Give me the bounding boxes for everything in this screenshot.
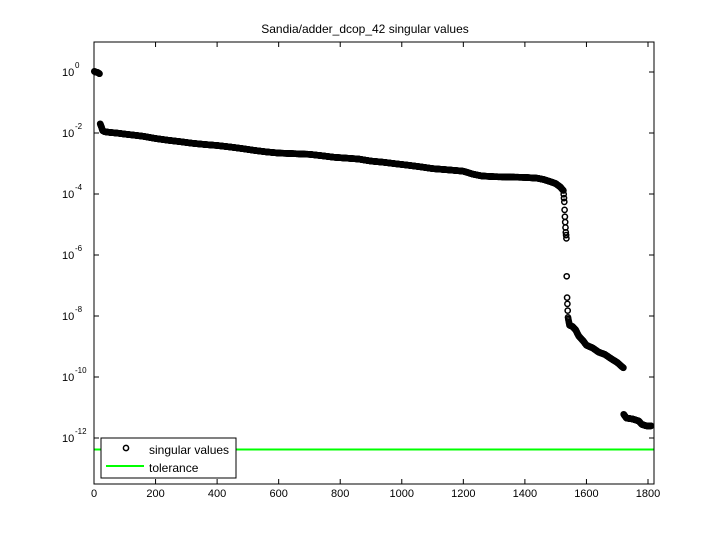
y-tick-label: 10 — [62, 250, 74, 262]
legend-box — [100, 437, 237, 479]
y-tick-label: 10 — [62, 67, 74, 79]
data-point — [560, 194, 568, 202]
y-tick-exponent: -6 — [75, 244, 83, 253]
legend-marker-circle-icon — [122, 444, 130, 452]
axes-frame — [93, 41, 655, 485]
data-point — [561, 213, 569, 221]
data-point — [562, 229, 570, 236]
y-tick-exponent: -4 — [75, 183, 83, 192]
data-point — [563, 235, 570, 242]
legend: singular values tolerance — [100, 437, 237, 479]
data-point — [96, 70, 103, 78]
x-tick-label: 400 — [208, 488, 226, 500]
x-tick-label: 1200 — [451, 488, 475, 500]
x-tick-label: 1000 — [390, 488, 414, 500]
y-tick-exponent: -2 — [75, 122, 83, 131]
data-point — [564, 307, 572, 314]
y-tick-label: 10 — [62, 189, 74, 201]
data-point — [561, 218, 569, 226]
data-point — [564, 300, 571, 308]
y-tick-label: 10 — [62, 128, 74, 140]
x-tick-label: 1800 — [636, 488, 660, 500]
chart-title: Sandia/adder_dcop_42 singular values — [261, 22, 469, 36]
y-tick-exponent: -12 — [75, 427, 87, 436]
y-tick-exponent: -10 — [75, 366, 87, 375]
data-point — [560, 187, 567, 194]
x-tick-label: 800 — [331, 488, 349, 500]
x-tick-label: 0 — [91, 488, 97, 500]
x-tick-label: 200 — [146, 488, 164, 500]
data-point — [563, 272, 571, 280]
x-tick-label: 1400 — [513, 488, 537, 500]
y-tick-label: 10 — [62, 433, 74, 445]
y-tick-label: 10 — [62, 311, 74, 323]
y-tick-exponent: -8 — [75, 305, 83, 314]
data-point — [560, 198, 568, 206]
x-tick-label: 1600 — [574, 488, 598, 500]
data-point — [563, 294, 571, 301]
data-point — [620, 364, 627, 372]
legend-label-singular-values: singular values — [149, 443, 229, 457]
data-point — [562, 231, 570, 239]
x-tick-label: 600 — [269, 488, 287, 500]
plot-area — [90, 68, 655, 451]
data-point — [561, 206, 568, 214]
y-tick-exponent: 0 — [75, 61, 80, 70]
y-tick-label: 10 — [62, 372, 74, 384]
legend-label-tolerance: tolerance — [149, 461, 199, 475]
singular-values-series — [90, 68, 655, 430]
data-point — [560, 190, 568, 198]
x-axis-ticks: 0 200 400 600 800 1000 1200 1400 1600 1800 — [91, 42, 660, 500]
